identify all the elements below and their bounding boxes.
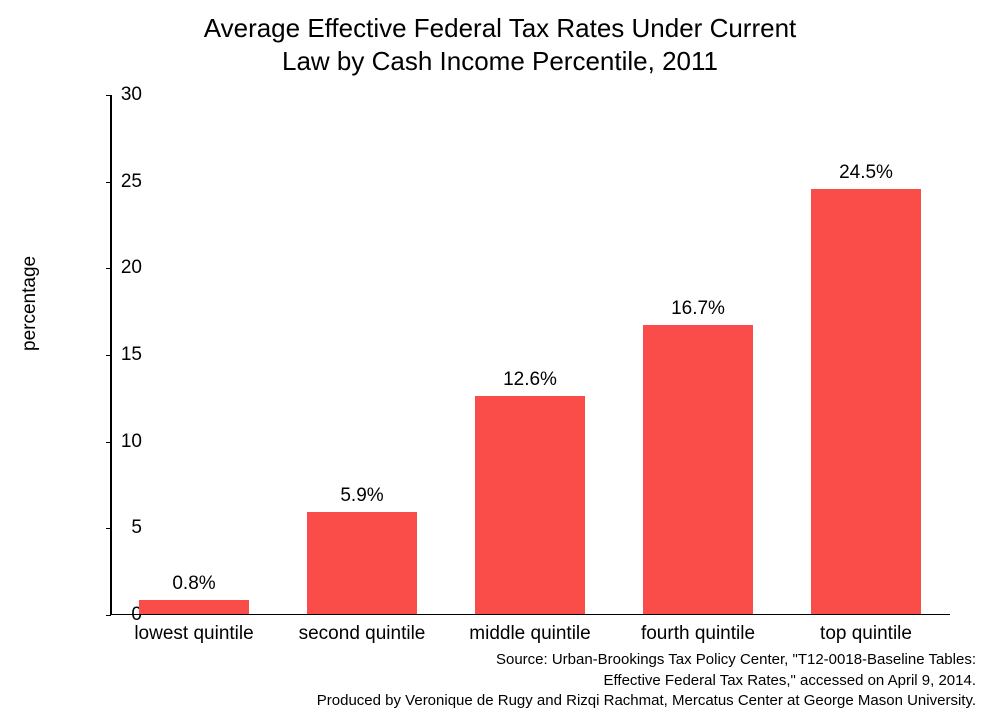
source-line1: Source: Urban-Brookings Tax Policy Cente…	[496, 651, 976, 668]
source-line2: Effective Federal Tax Rates," accessed o…	[604, 672, 976, 689]
source-text: Source: Urban-Brookings Tax Policy Cente…	[317, 650, 976, 711]
chart-title: Average Effective Federal Tax Rates Unde…	[0, 12, 1000, 77]
bar	[307, 512, 418, 614]
bar	[643, 325, 754, 614]
y-axis-line	[110, 95, 112, 615]
bar-value-label: 12.6%	[503, 369, 557, 391]
bar	[811, 189, 922, 614]
bar	[139, 600, 250, 614]
bar-value-label: 0.8%	[172, 573, 215, 595]
x-tick-label: top quintile	[820, 623, 912, 645]
bar	[475, 396, 586, 614]
plot: 0.8%lowest quintile5.9%second quintile12…	[110, 95, 950, 615]
y-axis-label: percentage	[19, 256, 41, 351]
bar-value-label: 24.5%	[839, 162, 893, 184]
bar-value-label: 5.9%	[340, 485, 383, 507]
chart-title-line2: Law by Cash Income Percentile, 2011	[282, 46, 718, 76]
bar-value-label: 16.7%	[671, 298, 725, 320]
x-tick-label: lowest quintile	[134, 623, 253, 645]
chart-title-line1: Average Effective Federal Tax Rates Unde…	[204, 13, 797, 43]
source-line3: Produced by Veronique de Rugy and Rizqi …	[317, 692, 976, 709]
y-tick-mark	[106, 615, 111, 616]
chart-plot-area: 0.8%lowest quintile5.9%second quintile12…	[110, 95, 950, 615]
x-tick-label: middle quintile	[469, 623, 590, 645]
x-tick-label: second quintile	[299, 623, 426, 645]
x-tick-label: fourth quintile	[641, 623, 755, 645]
